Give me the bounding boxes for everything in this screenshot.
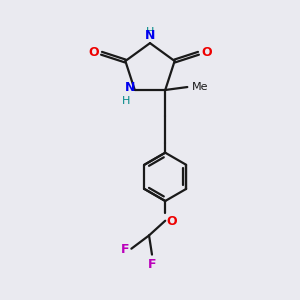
Text: Me: Me: [192, 82, 208, 92]
Text: H: H: [146, 27, 154, 37]
Text: O: O: [167, 215, 177, 228]
Text: N: N: [125, 81, 135, 94]
Text: N: N: [145, 29, 155, 42]
Text: O: O: [201, 46, 212, 59]
Text: F: F: [121, 243, 129, 256]
Text: F: F: [148, 258, 156, 271]
Text: O: O: [88, 46, 99, 59]
Text: H: H: [122, 97, 131, 106]
